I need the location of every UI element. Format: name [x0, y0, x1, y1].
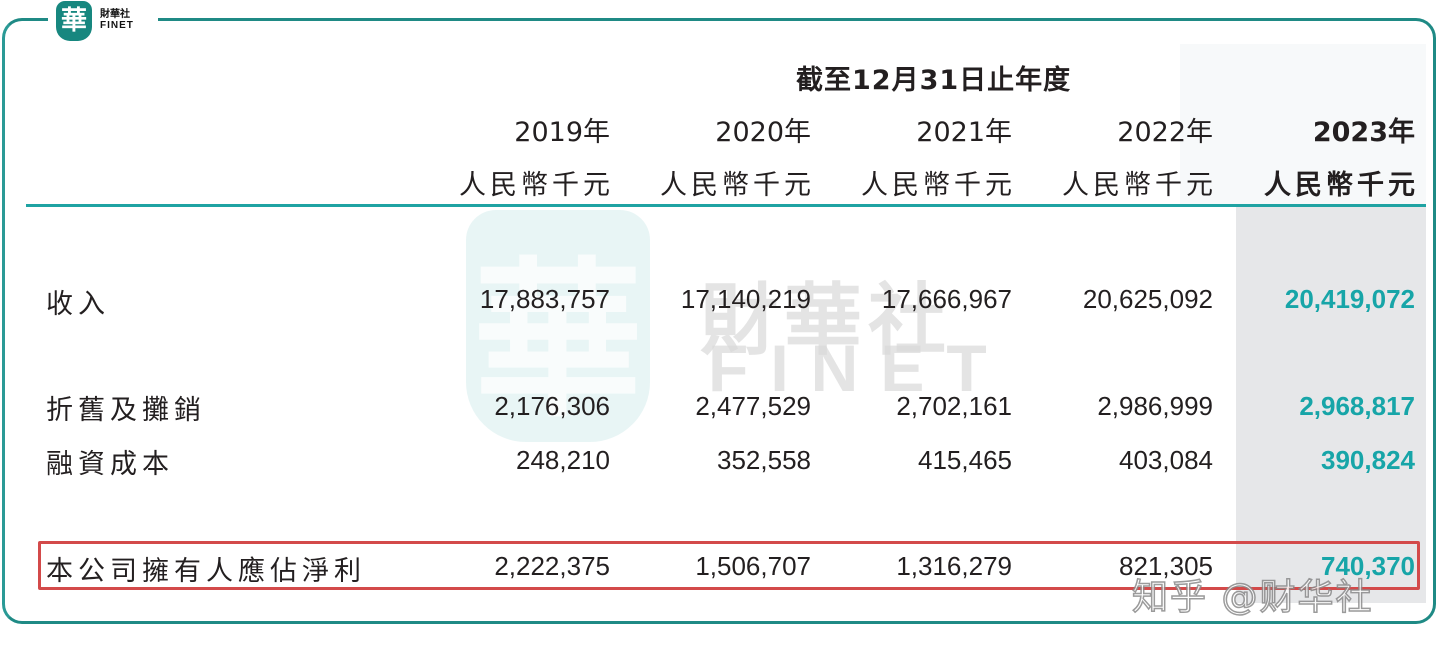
logo-name-en: FINET	[100, 20, 134, 31]
table-cell-highlight: 740,370	[1321, 551, 1415, 581]
table-cell: 352,558	[717, 445, 811, 475]
column-shade-2023	[1236, 207, 1426, 603]
column-year-2020: 2020年	[715, 117, 811, 148]
table-cell: 20,625,092	[1082, 284, 1213, 314]
row-label-net-profit: 本公司擁有人應佔淨利	[46, 556, 366, 587]
table-cell: 2,176,306	[494, 391, 610, 421]
row-label-revenue: 收入	[46, 289, 110, 320]
row-label-finance-costs: 融資成本	[46, 449, 174, 480]
column-unit-2022: 人民幣千元	[1062, 170, 1217, 201]
table-cell: 403,084	[1119, 445, 1213, 475]
table-cell-highlight: 20,419,072	[1284, 284, 1415, 314]
column-unit-2023: 人民幣千元	[1264, 170, 1419, 201]
table-cell: 2,222,375	[494, 551, 610, 581]
table-cell: 2,477,529	[695, 391, 811, 421]
table-cell: 17,883,757	[479, 284, 610, 314]
column-year-2019: 2019年	[514, 117, 610, 148]
table-cell: 17,140,219	[680, 284, 811, 314]
watermark-cn: 財華社	[700, 276, 953, 366]
finet-logo-icon: 華	[56, 1, 92, 41]
period-title: 截至12月31日止年度	[796, 65, 1072, 96]
column-year-2022: 2022年	[1117, 117, 1213, 148]
zhihu-watermark: 知乎 @财华社	[1131, 576, 1374, 619]
table-cell: 1,506,707	[695, 551, 811, 581]
logo-name-cn: 財華社	[100, 9, 130, 20]
table-cell: 1,316,279	[896, 551, 1012, 581]
column-unit-2019: 人民幣千元	[459, 170, 614, 201]
column-year-2023: 2023年	[1312, 117, 1415, 148]
table-cell: 2,986,999	[1097, 391, 1213, 421]
watermark-badge-icon	[466, 210, 650, 442]
column-shade-header	[1180, 44, 1426, 204]
watermark-en: FINET	[708, 331, 1009, 405]
table-cell: 248,210	[516, 445, 610, 475]
column-unit-2020: 人民幣千元	[660, 170, 815, 201]
table-cell: 2,702,161	[896, 391, 1012, 421]
table-cell: 415,465	[918, 445, 1012, 475]
row-label-depreciation: 折舊及攤銷	[46, 395, 206, 426]
table-cell-highlight: 2,968,817	[1299, 391, 1415, 421]
column-year-2021: 2021年	[916, 117, 1012, 148]
table-cell-highlight: 390,824	[1321, 445, 1415, 475]
logo-text: 財華社 FINET	[100, 9, 152, 31]
table-frame	[2, 18, 1436, 624]
watermark-badge-glyph: 華	[472, 241, 643, 441]
net-profit-highlight-box	[38, 541, 1420, 590]
table-cell: 821,305	[1119, 551, 1213, 581]
table-cell: 17,666,967	[881, 284, 1012, 314]
header-divider	[26, 204, 1426, 207]
column-unit-2021: 人民幣千元	[861, 170, 1016, 201]
